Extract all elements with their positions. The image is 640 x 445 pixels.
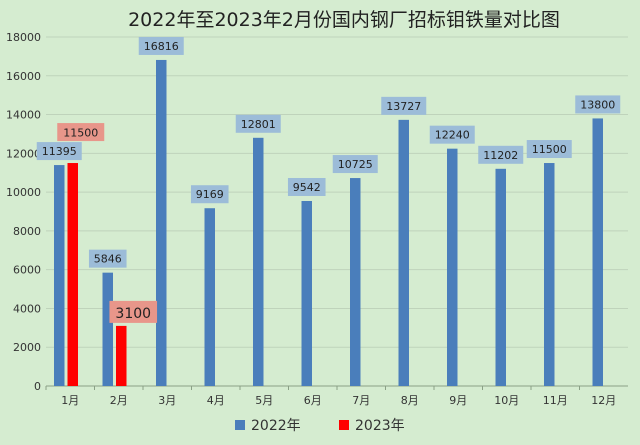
y-tick-label: 12000 (6, 147, 41, 160)
x-tick-label: 8月 (401, 394, 419, 407)
bar-2022 (301, 200, 312, 386)
data-label-2022: 11500 (532, 143, 567, 156)
data-label-2022: 5846 (94, 253, 122, 266)
data-label-box-2022 (478, 145, 524, 164)
data-label-box-2022 (36, 142, 82, 161)
data-label-box-2022 (190, 185, 229, 204)
x-tick-label: 7月 (352, 394, 370, 407)
legend-item-2023-swatch (339, 420, 349, 430)
data-label-2023: 3100 (115, 306, 151, 322)
bar-2022 (350, 178, 361, 386)
data-label-2022: 13727 (386, 100, 421, 113)
data-labels: 11395 11500 5846 3100 16816 9169 12801 9542 1072… (36, 36, 621, 323)
y-tick-label: 2000 (13, 341, 41, 354)
bar-2022 (544, 163, 555, 386)
bar-2022 (447, 148, 458, 386)
x-tick-label: 3月 (158, 394, 176, 407)
data-label-box-2022 (429, 125, 475, 144)
gridlines (46, 36, 628, 348)
legend-item-2023-label: 2023年 (355, 418, 405, 434)
x-tick-label: 5月 (255, 394, 273, 407)
legend: 2022年 2023年 (235, 418, 405, 434)
legend-item-2022-label: 2022年 (251, 418, 301, 434)
data-label-box-2022 (88, 249, 127, 268)
data-label-box-2022 (575, 95, 621, 114)
data-label-2022: 10725 (338, 158, 373, 171)
data-label-box-2022 (287, 177, 326, 196)
y-tick-label: 6000 (13, 264, 41, 277)
x-tick-label: 10月 (494, 394, 519, 407)
bar-2022 (495, 168, 506, 386)
chart-title: 2022年至2023年2月份国内钢厂招标钼铁量对比图 (128, 9, 560, 31)
y-tick-label: 10000 (6, 186, 41, 199)
data-label-box-2023 (57, 123, 105, 142)
bar-2022 (156, 59, 167, 386)
legend-item-2022-swatch (235, 420, 245, 430)
data-label-2022: 9542 (293, 181, 321, 194)
data-label-2022: 12801 (241, 118, 276, 131)
x-tick-label: 9月 (449, 394, 467, 407)
y-tick-label: 4000 (13, 302, 41, 315)
data-label-box-2022 (526, 140, 572, 159)
x-tick-label: 4月 (207, 394, 225, 407)
y-tick-label: 0 (34, 380, 41, 393)
bars (54, 59, 603, 386)
axes: 0 2000 4000 6000 8000 10000 12000 14000 16000 180… (6, 31, 628, 407)
x-tick-label: 12月 (591, 394, 616, 407)
bar-2022 (253, 137, 264, 386)
bar-2023 (116, 325, 127, 386)
data-label-box-2022 (381, 96, 427, 115)
y-tick-label: 16000 (6, 70, 41, 83)
bar-2022 (592, 118, 603, 386)
data-label-2022: 11395 (42, 145, 77, 158)
data-label-box-2023 (109, 300, 158, 323)
y-tick-label: 8000 (13, 225, 41, 238)
data-label-2022: 16816 (144, 40, 179, 53)
data-label-2022: 12240 (435, 129, 470, 142)
data-label-2022: 9169 (196, 188, 224, 201)
x-tick-label: 11月 (543, 394, 568, 407)
y-tick-label: 14000 (6, 109, 41, 122)
data-label-box-2022 (332, 155, 378, 174)
x-tick-label: 1月 (61, 394, 79, 407)
x-tick-label: 6月 (304, 394, 322, 407)
bar-2022 (204, 208, 215, 386)
bar-2023 (67, 163, 78, 386)
data-label-2022: 13800 (580, 98, 615, 111)
x-tick-label: 2月 (110, 394, 128, 407)
data-label-2023: 11500 (63, 127, 98, 140)
bar-2022 (398, 119, 409, 386)
bar-2022 (54, 165, 65, 386)
data-label-2022: 11202 (483, 149, 518, 162)
bar-2022 (102, 272, 113, 386)
data-label-box-2022 (235, 114, 281, 133)
y-tick-label: 18000 (6, 31, 41, 44)
data-label-box-2022 (138, 36, 184, 55)
